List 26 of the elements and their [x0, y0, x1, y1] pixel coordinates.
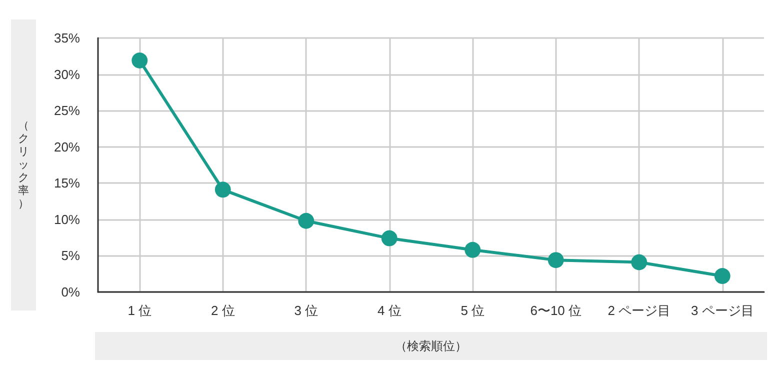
x-tick-label: 5 位 — [460, 303, 485, 318]
x-tick-label: 2 ページ目 — [608, 303, 671, 318]
y-tick-label: 35% — [54, 30, 80, 46]
point — [381, 230, 398, 246]
x-tick-label: 2 位 — [210, 303, 235, 318]
y-tick-label: 5% — [61, 248, 80, 264]
y-tick-label: 10% — [54, 212, 80, 227]
y-tick-label: 20% — [54, 139, 80, 154]
x-tick-label: 1 位 — [128, 303, 152, 318]
point — [132, 52, 148, 68]
point — [464, 242, 481, 258]
x-tick-label: 4 位 — [377, 303, 402, 318]
point — [214, 182, 231, 198]
point — [298, 212, 314, 229]
x-tick-label: 6〜10 位 — [530, 303, 582, 318]
x-axis-title: （検索順位） — [395, 339, 467, 353]
y-axis-title: （クリック率） — [18, 120, 29, 210]
y-tick-label: 15% — [54, 176, 80, 191]
x-tick-label: 3 ページ目 — [690, 303, 754, 318]
y-tick-label: 0% — [61, 284, 80, 300]
point — [548, 252, 564, 268]
y-tick-label: 30% — [54, 66, 80, 82]
x-tick-label: 3 位 — [294, 303, 318, 318]
point — [714, 268, 730, 284]
point — [631, 254, 648, 270]
y-tick-label: 25% — [54, 103, 80, 118]
